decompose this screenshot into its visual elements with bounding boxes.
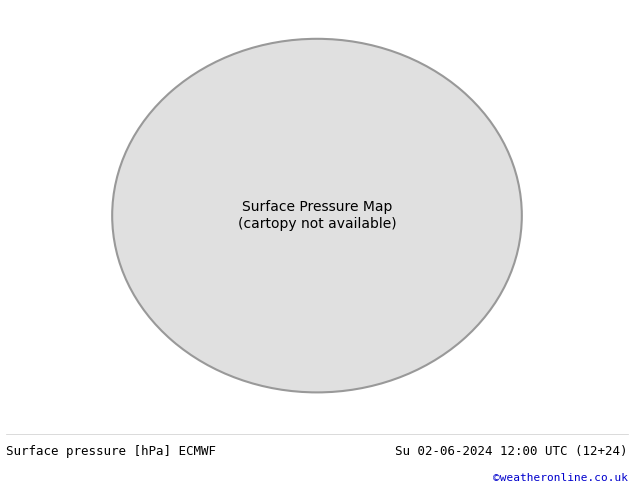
- Text: Su 02-06-2024 12:00 UTC (12+24): Su 02-06-2024 12:00 UTC (12+24): [395, 445, 628, 458]
- Ellipse shape: [112, 39, 522, 392]
- Text: Surface Pressure Map
(cartopy not available): Surface Pressure Map (cartopy not availa…: [238, 200, 396, 231]
- Text: Surface pressure [hPa] ECMWF: Surface pressure [hPa] ECMWF: [6, 445, 216, 458]
- Text: ©weatheronline.co.uk: ©weatheronline.co.uk: [493, 473, 628, 483]
